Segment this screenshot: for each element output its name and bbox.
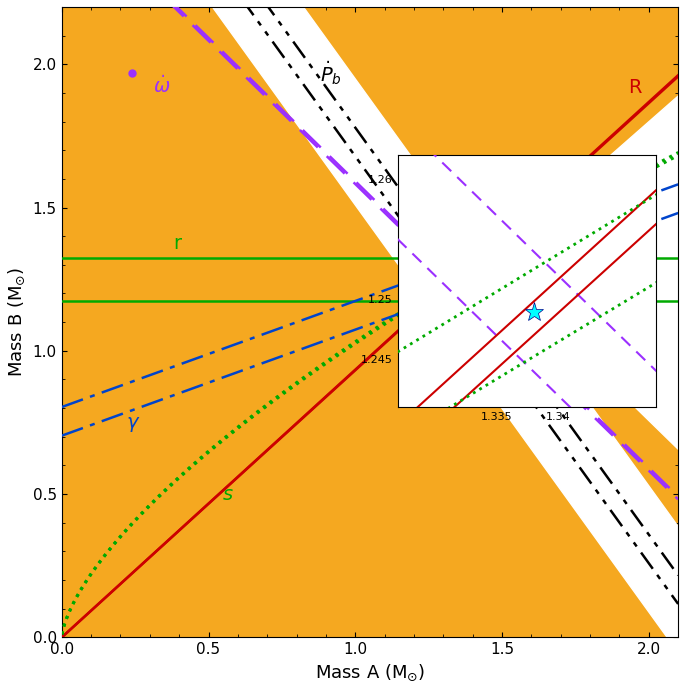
X-axis label: Mass A (M$_{\odot}$): Mass A (M$_{\odot}$): [315, 663, 425, 683]
Text: r: r: [173, 234, 182, 253]
Text: $\dot{P}_b$: $\dot{P}_b$: [320, 59, 342, 87]
Y-axis label: Mass B (M$_{\odot}$): Mass B (M$_{\odot}$): [7, 267, 27, 377]
Text: s: s: [223, 485, 234, 504]
Text: R: R: [628, 78, 642, 97]
Text: $\gamma$: $\gamma$: [126, 415, 140, 434]
Text: $\dot{\omega}$: $\dot{\omega}$: [153, 75, 171, 97]
